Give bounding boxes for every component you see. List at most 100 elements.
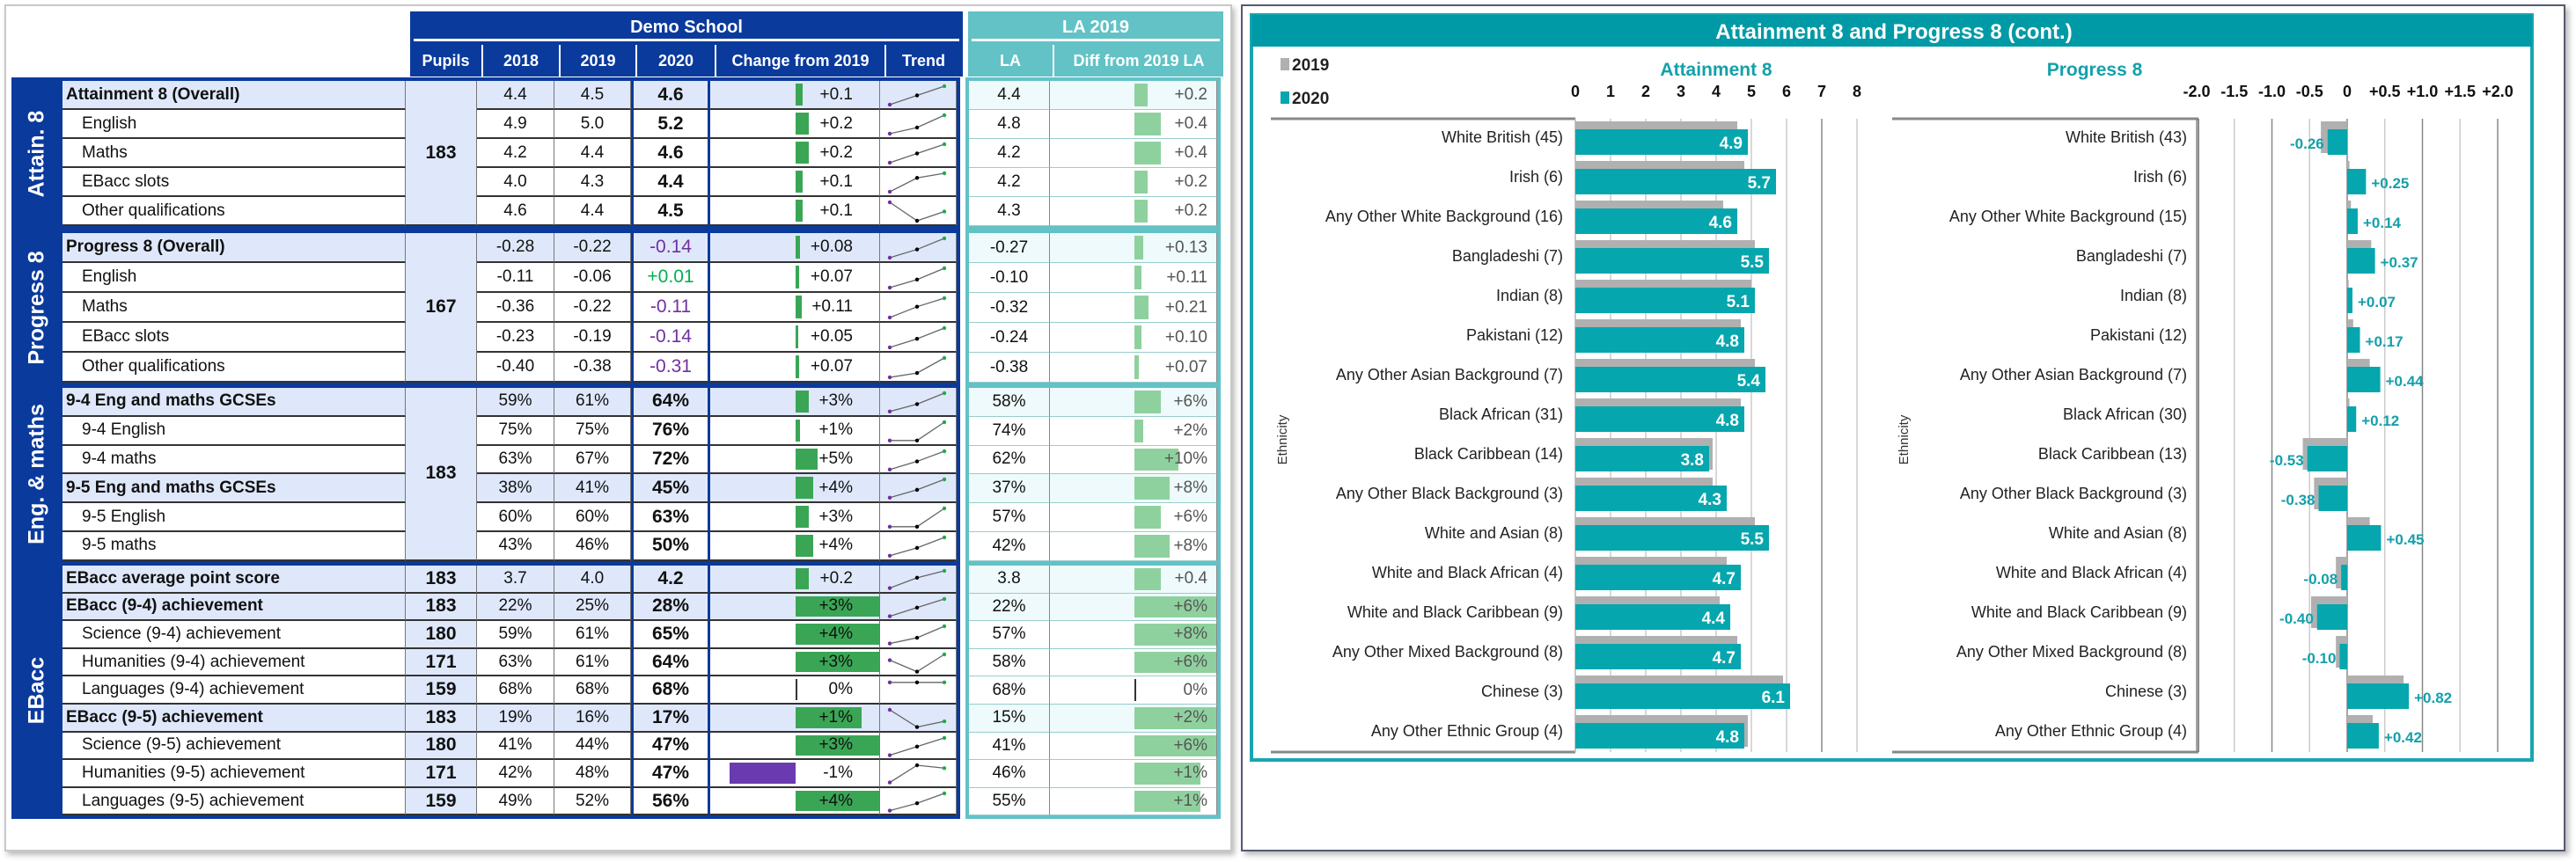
diff-value: +6% (1173, 391, 1207, 411)
data-label: 6.1 (1762, 689, 1786, 707)
diff-from-la: +1% (1050, 787, 1217, 816)
bar-2020 (2318, 486, 2347, 511)
change-bar (796, 624, 879, 645)
value-2019: -0.38 (554, 353, 631, 383)
data-label: -0.38 (2281, 492, 2315, 508)
value-2018: 75% (477, 416, 554, 446)
la-value: -0.27 (969, 233, 1050, 263)
change-value: +0.11 (811, 297, 853, 316)
trend-line (890, 421, 945, 442)
change-bar (796, 706, 862, 728)
change-from-2019: +0.1 (710, 81, 880, 110)
trend-point (942, 84, 947, 89)
category-label: Indian (8) (1496, 287, 1563, 304)
change-value: +3% (818, 507, 853, 526)
bar-2020 (1575, 169, 1776, 194)
trend-point (942, 652, 947, 656)
trend-sparkline (880, 388, 957, 417)
change-from-2019: -1% (710, 760, 880, 788)
trend-line (890, 508, 945, 528)
value-2020: 56% (631, 787, 710, 816)
bar-2020 (1575, 486, 1727, 511)
change-value: +4% (818, 791, 853, 810)
category-label: Any Other Black Background (3) (1336, 485, 1563, 502)
x-tick-label: 0 (2343, 83, 2352, 100)
x-tick-label: 6 (1782, 83, 1791, 100)
value-2020: 64% (631, 388, 710, 417)
trend-point (887, 467, 892, 471)
value-2018: -0.36 (477, 293, 554, 323)
category-label: Indian (8) (2120, 287, 2187, 304)
change-bar (796, 477, 813, 500)
value-2018: 59% (477, 621, 554, 649)
change-from-2019: +0.07 (710, 263, 880, 293)
trend-point (942, 568, 947, 573)
row-label: 9-4 English (62, 416, 406, 446)
x-tick-label: 1 (1606, 83, 1615, 100)
change-value: +3% (818, 391, 853, 411)
change-bar (796, 200, 803, 222)
trend-point (887, 315, 892, 320)
bar-2020 (1575, 683, 1790, 709)
diff-value: +2% (1173, 420, 1207, 440)
change-from-2019: +3% (710, 732, 880, 761)
diff-bar (1134, 84, 1148, 106)
change-bar (796, 534, 813, 557)
legend-swatch (1281, 91, 1289, 104)
diff-value: +6% (1173, 735, 1207, 755)
diff-bar (1134, 113, 1161, 135)
trend-sparkline (880, 233, 957, 263)
diff-bar (1134, 477, 1170, 500)
diff-value: +10% (1163, 449, 1207, 469)
la-value: 55% (969, 787, 1050, 816)
value-2019: 60% (554, 503, 631, 532)
x-tick-label: 5 (1747, 83, 1756, 100)
diff-bar (1134, 734, 1216, 757)
diff-value: +0.13 (1164, 237, 1207, 257)
category-label: Irish (6) (2133, 168, 2187, 186)
change-bar (796, 734, 879, 756)
chart-title-bar (1251, 15, 2532, 47)
diff-from-la: +0.2 (1050, 168, 1217, 197)
bar-2020 (1575, 129, 1748, 155)
value-2019: 4.5 (554, 81, 631, 110)
la-value: -0.38 (969, 353, 1050, 383)
category-label: Irish (6) (1509, 168, 1563, 186)
category-label: Any Other Asian Background (7) (1336, 366, 1563, 384)
value-2020: +0.01 (631, 263, 710, 293)
section-label: Attain. 8 (11, 81, 62, 226)
trend-point (914, 636, 920, 640)
la-value: 3.8 (969, 566, 1050, 594)
trend-point (942, 506, 947, 511)
value-2019: 41% (554, 474, 631, 504)
x-tick-label: +1.0 (2407, 83, 2439, 100)
la-section: 4.4 +0.2 4.8 +0.4 4.2 +0.4 4.2 +0.2 4.3 +0.2 (965, 77, 1221, 230)
trend-point (887, 586, 892, 590)
x-tick-label: 3 (1677, 83, 1685, 100)
school-title: Demo School (414, 13, 959, 41)
value-2018: 63% (477, 648, 554, 677)
trend-sparkline (880, 621, 957, 649)
value-2018: 4.4 (477, 81, 554, 110)
pupils-count: 180 (406, 621, 477, 649)
diff-from-la: +0.2 (1050, 81, 1217, 110)
trend-point (914, 763, 920, 768)
trend-sparkline (880, 760, 957, 788)
diff-bar (1134, 171, 1148, 194)
data-label: 4.7 (1713, 649, 1736, 668)
bar-2020 (1575, 525, 1769, 551)
data-label: -0.26 (2290, 135, 2324, 152)
change-value: +1% (818, 420, 853, 440)
bar-2020 (2347, 723, 2379, 749)
bar-2020 (2307, 446, 2347, 471)
row-label: 9-4 Eng and maths GCSEs (62, 388, 406, 417)
trend-point (887, 780, 892, 785)
diff-value: +6% (1173, 508, 1207, 527)
trend-point (942, 266, 947, 271)
section-label-text: Attain. 8 (24, 110, 49, 197)
trend-sparkline (880, 787, 957, 816)
bar-2020 (2327, 129, 2347, 155)
value-2019: 48% (554, 760, 631, 788)
value-2018: -0.40 (477, 353, 554, 383)
row-label: Maths (62, 139, 406, 168)
